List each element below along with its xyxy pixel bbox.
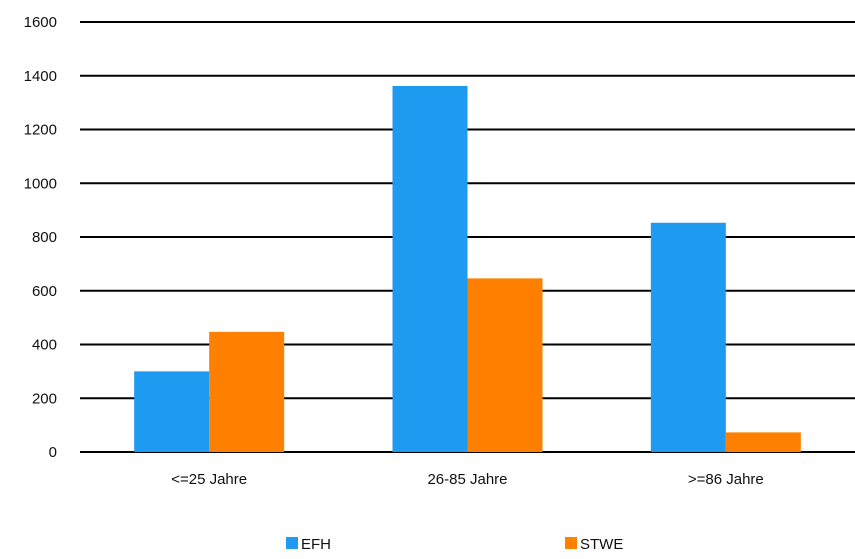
y-tick-label-1000: 1000 bbox=[24, 175, 57, 192]
y-tick-label-200: 200 bbox=[32, 390, 57, 407]
legend-swatch-stwe bbox=[565, 537, 577, 549]
bar-efh-2 bbox=[650, 222, 726, 452]
bar-stwe-0 bbox=[209, 331, 285, 452]
x-tick-label-1: 26-85 Jahre bbox=[427, 471, 507, 488]
y-tick-label-400: 400 bbox=[32, 337, 57, 354]
x-tick-label-0: <=25 Jahre bbox=[171, 471, 247, 488]
x-tick-label-2: >=86 Jahre bbox=[688, 471, 764, 488]
legend-label-stwe: STWE bbox=[580, 536, 623, 553]
legend-swatch-efh bbox=[286, 537, 298, 549]
y-tick-label-600: 600 bbox=[32, 283, 57, 300]
y-tick-label-0: 0 bbox=[49, 444, 57, 461]
y-tick-label-1600: 1600 bbox=[24, 14, 57, 31]
bar-efh-1 bbox=[392, 85, 468, 453]
legend-label-efh: EFH bbox=[301, 536, 331, 553]
y-tick-label-1200: 1200 bbox=[24, 122, 57, 139]
bars bbox=[134, 85, 801, 453]
legend: EFH STWE bbox=[286, 536, 623, 553]
bar-stwe-2 bbox=[725, 432, 801, 452]
y-tick-label-1400: 1400 bbox=[24, 68, 57, 85]
bar-efh-0 bbox=[134, 371, 210, 452]
y-tick-label-800: 800 bbox=[32, 229, 57, 246]
bar-stwe-1 bbox=[467, 278, 543, 452]
axis-labels: 0 200 400 600 800 1000 1200 1400 1600 <=25 Jahre 2… bbox=[24, 14, 764, 488]
